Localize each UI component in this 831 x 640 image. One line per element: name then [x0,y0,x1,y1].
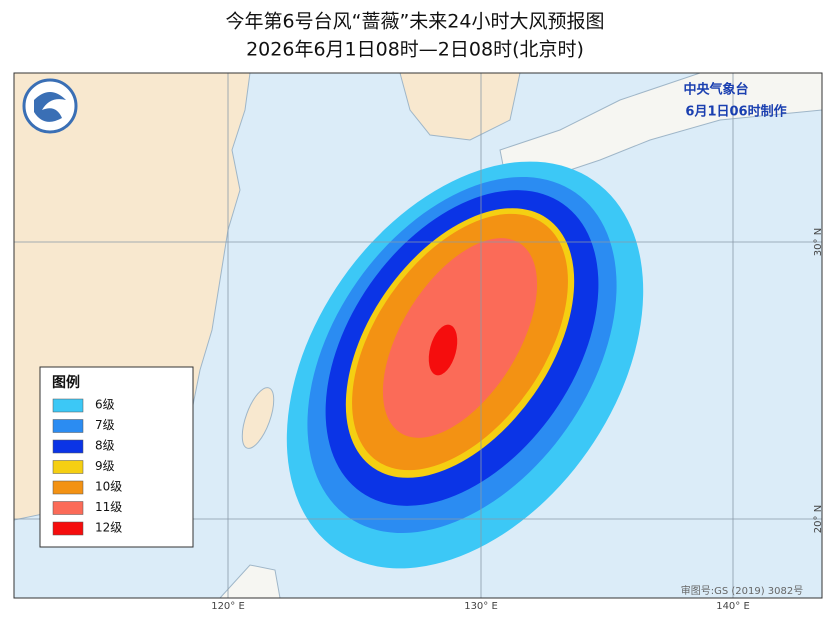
legend-label: 6级 [95,398,115,412]
legend-label: 8级 [95,439,115,453]
title: 今年第6号台风“蔷薇”未来24小时大风预报图 [226,11,605,33]
wind-zone [382,238,538,438]
legend-swatch [52,419,84,433]
agency-name: 中央气象台 [683,82,748,98]
legend-swatch [52,398,84,413]
legend-box [39,366,194,548]
longitude-label: 120° E [211,601,245,612]
frame [13,72,823,599]
legend-label: 10级 [95,480,122,494]
graticule [14,73,822,598]
logo [22,78,78,134]
legend-label: 12级 [95,521,122,535]
luzon [219,564,281,598]
legend-label: 11级 [95,500,122,514]
legend-swatch [52,460,84,474]
latitude-label: 30° N [813,228,824,256]
legend-label: 7级 [95,418,115,432]
legend-title: 图例 [52,374,80,391]
wind-zones [286,161,644,569]
issue-time: 6月1日06时制作 [685,104,786,120]
wind-zone [428,324,458,376]
legend: 图例 6级 7级 8级 9级 10级 11级 12级 [39,366,194,548]
longitude-label: 140° E [716,601,750,612]
korea [399,73,521,141]
legend-swatch [52,501,84,515]
longitude-label: 130° E [464,601,498,612]
legend-swatch [52,521,84,536]
map-approval: 审图号:GS (2019) 3082号 [681,584,804,597]
subtitle: 2026年6月1日08时—2日08时(北京时) [246,39,584,61]
legend-swatch [52,439,84,454]
map-area [14,73,822,598]
latitude-label: 20° N [813,505,824,533]
legend-label: 9级 [95,459,115,473]
taiwan [241,387,275,449]
legend-swatch [52,480,84,495]
